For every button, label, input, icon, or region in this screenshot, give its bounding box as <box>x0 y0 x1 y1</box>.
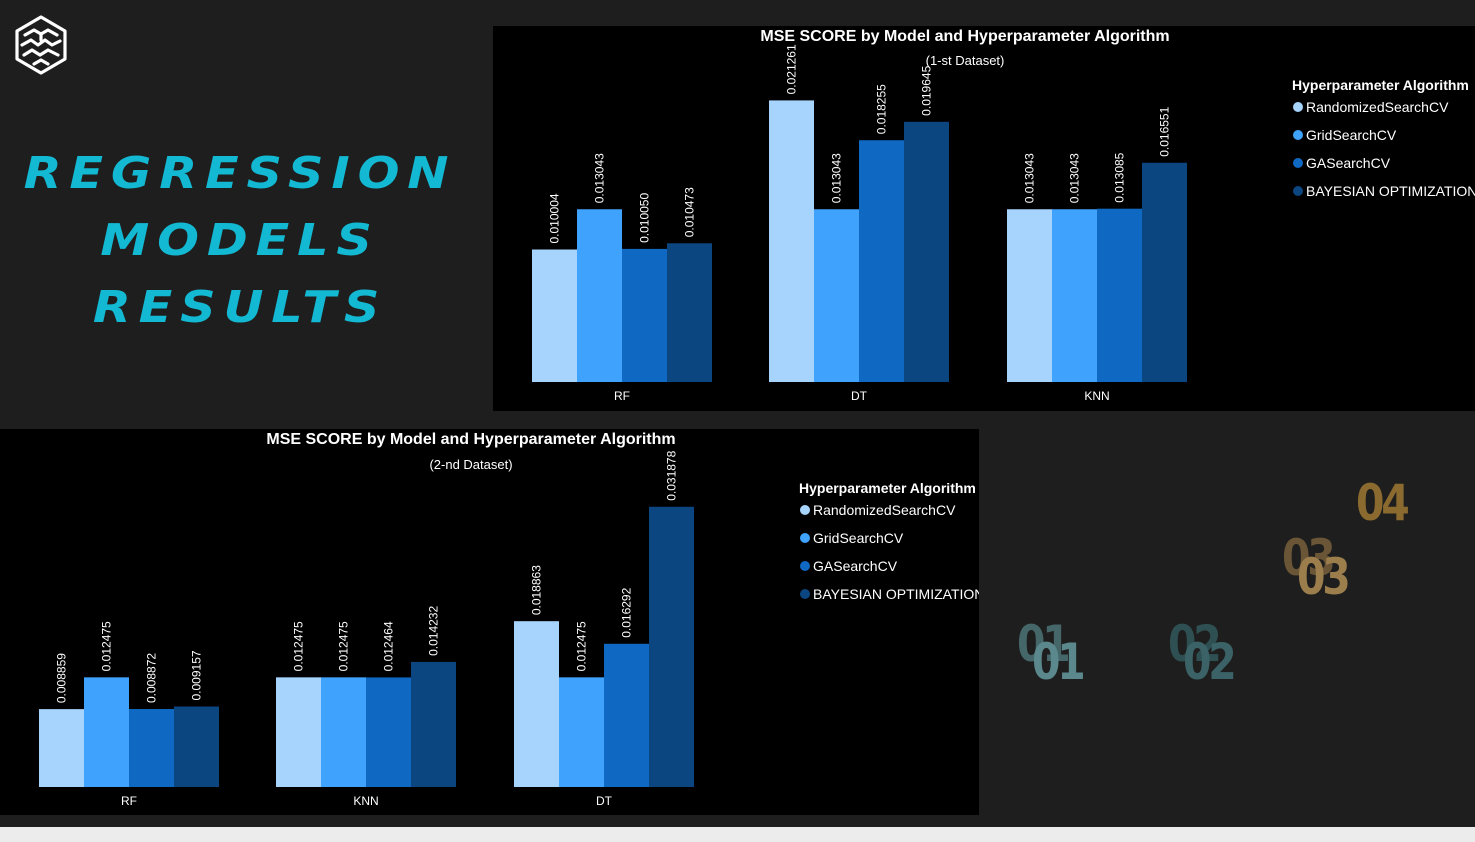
headline-line-1: REGRESSION <box>23 148 457 199</box>
bar-knn-randomizedsearchcv <box>276 677 321 787</box>
data-label: 0.010004 <box>548 193 562 243</box>
bar-rf-gridsearchcv <box>84 677 129 787</box>
data-label: 0.012464 <box>382 621 396 671</box>
category-label-knn: KNN <box>1084 389 1109 403</box>
legend-marker <box>800 589 810 599</box>
category-label-dt: DT <box>851 389 868 403</box>
legend-title: Hyperparameter Algorithm <box>799 480 976 496</box>
legend-entry: GASearchCV <box>813 558 898 574</box>
data-label: 0.021261 <box>785 44 799 94</box>
legend-entry: BAYESIAN OPTIMIZATION <box>813 586 979 602</box>
chart-dataset-1: MSE SCORE by Model and Hyperparameter Al… <box>532 28 1475 403</box>
bar-rf-bayesian-optimization <box>174 706 219 787</box>
legend-marker <box>800 561 810 571</box>
deco-number-01: 01 <box>1032 633 1086 691</box>
bar-knn-bayesian-optimization <box>411 661 456 787</box>
deco-number-01-shadow: 01 <box>1017 615 1071 673</box>
bar-dt-randomizedsearchcv <box>769 100 814 383</box>
deco-number-02: 02 <box>1183 633 1237 691</box>
data-label: 0.016292 <box>620 587 634 637</box>
bar-dt-gridsearchcv <box>559 677 604 787</box>
bar-dt-randomizedsearchcv <box>514 621 559 787</box>
data-label: 0.013043 <box>1023 153 1037 203</box>
bar-rf-gasearchcv <box>622 248 667 382</box>
deco-number-03: 03 <box>1297 548 1351 606</box>
data-label: 0.012475 <box>337 621 351 671</box>
deco-number-02-shadow: 02 <box>1168 615 1222 673</box>
bar-dt-gridsearchcv <box>814 209 859 382</box>
data-label: 0.010050 <box>638 193 652 243</box>
legend-entry: RandomizedSearchCV <box>813 502 956 518</box>
data-label: 0.012475 <box>292 621 306 671</box>
bar-rf-bayesian-optimization <box>667 243 712 382</box>
headline-line-3: RESULTS <box>92 282 388 333</box>
legend-marker <box>1293 158 1303 168</box>
chart-panel-dataset-1: MSE SCORE by Model and Hyperparameter Al… <box>493 26 1475 411</box>
decorative-numbers: 01 01 02 02 03 03 04 <box>980 430 1475 825</box>
bar-knn-gridsearchcv <box>321 677 366 787</box>
legend-marker <box>800 505 810 515</box>
bottom-scroll-bar <box>0 827 1475 842</box>
data-label: 0.012475 <box>100 621 114 671</box>
legend-entry: GASearchCV <box>1306 155 1391 171</box>
legend-marker <box>800 533 810 543</box>
brain-icon <box>15 15 67 75</box>
data-label: 0.016551 <box>1158 106 1172 156</box>
page-headline: REGRESSION MODELS RESULTS <box>0 140 480 341</box>
headline-line-2: MODELS <box>100 215 380 266</box>
category-label-dt: DT <box>596 794 613 808</box>
chart-title: MSE SCORE by Model and Hyperparameter Al… <box>760 28 1169 45</box>
chart-title: MSE SCORE by Model and Hyperparameter Al… <box>266 431 675 448</box>
legend-entry: BAYESIAN OPTIMIZATION <box>1306 183 1475 199</box>
data-label: 0.018255 <box>875 84 889 134</box>
bar-dt-bayesian-optimization <box>904 121 949 382</box>
bar-dt-gasearchcv <box>859 140 904 382</box>
legend-entry: RandomizedSearchCV <box>1306 99 1449 115</box>
data-label: 0.008872 <box>145 653 159 703</box>
data-label: 0.013043 <box>830 153 844 203</box>
bar-dt-gasearchcv <box>604 643 649 787</box>
legend-marker <box>1293 130 1303 140</box>
data-label: 0.013085 <box>1113 152 1127 202</box>
legend-entry: GridSearchCV <box>813 530 904 546</box>
bar-knn-gasearchcv <box>1097 208 1142 382</box>
bar-dt-bayesian-optimization <box>649 506 694 787</box>
bar-knn-bayesian-optimization <box>1142 162 1187 382</box>
data-label: 0.031878 <box>665 450 679 500</box>
data-label: 0.008859 <box>55 653 69 703</box>
legend-title: Hyperparameter Algorithm <box>1292 77 1469 93</box>
deco-number-04: 04 <box>1356 474 1410 532</box>
bar-knn-randomizedsearchcv <box>1007 209 1052 382</box>
chart-dataset-2: MSE SCORE by Model and Hyperparameter Al… <box>39 431 979 808</box>
chart-subtitle: (2-nd Dataset) <box>429 457 512 472</box>
category-label-knn: KNN <box>353 794 378 808</box>
legend-entry: GridSearchCV <box>1306 127 1397 143</box>
data-label: 0.012475 <box>575 621 589 671</box>
chart-subtitle: (1-st Dataset) <box>926 53 1005 68</box>
data-label: 0.019645 <box>920 65 934 115</box>
bar-rf-gasearchcv <box>129 709 174 787</box>
category-label-rf: RF <box>121 794 137 808</box>
data-label: 0.018863 <box>530 565 544 615</box>
category-label-rf: RF <box>614 389 630 403</box>
bar-rf-gridsearchcv <box>577 209 622 382</box>
bar-rf-randomizedsearchcv <box>532 249 577 382</box>
data-label: 0.014232 <box>427 606 441 656</box>
bar-knn-gasearchcv <box>366 677 411 787</box>
data-label: 0.013043 <box>1068 153 1082 203</box>
bar-rf-randomizedsearchcv <box>39 709 84 787</box>
chart-panel-dataset-2: MSE SCORE by Model and Hyperparameter Al… <box>0 429 979 815</box>
data-label: 0.010473 <box>683 187 697 237</box>
legend-marker <box>1293 102 1303 112</box>
legend-marker <box>1293 186 1303 196</box>
data-label: 0.013043 <box>593 153 607 203</box>
bar-knn-gridsearchcv <box>1052 209 1097 382</box>
data-label: 0.009157 <box>190 650 204 700</box>
deco-number-03-shadow: 03 <box>1282 529 1336 587</box>
